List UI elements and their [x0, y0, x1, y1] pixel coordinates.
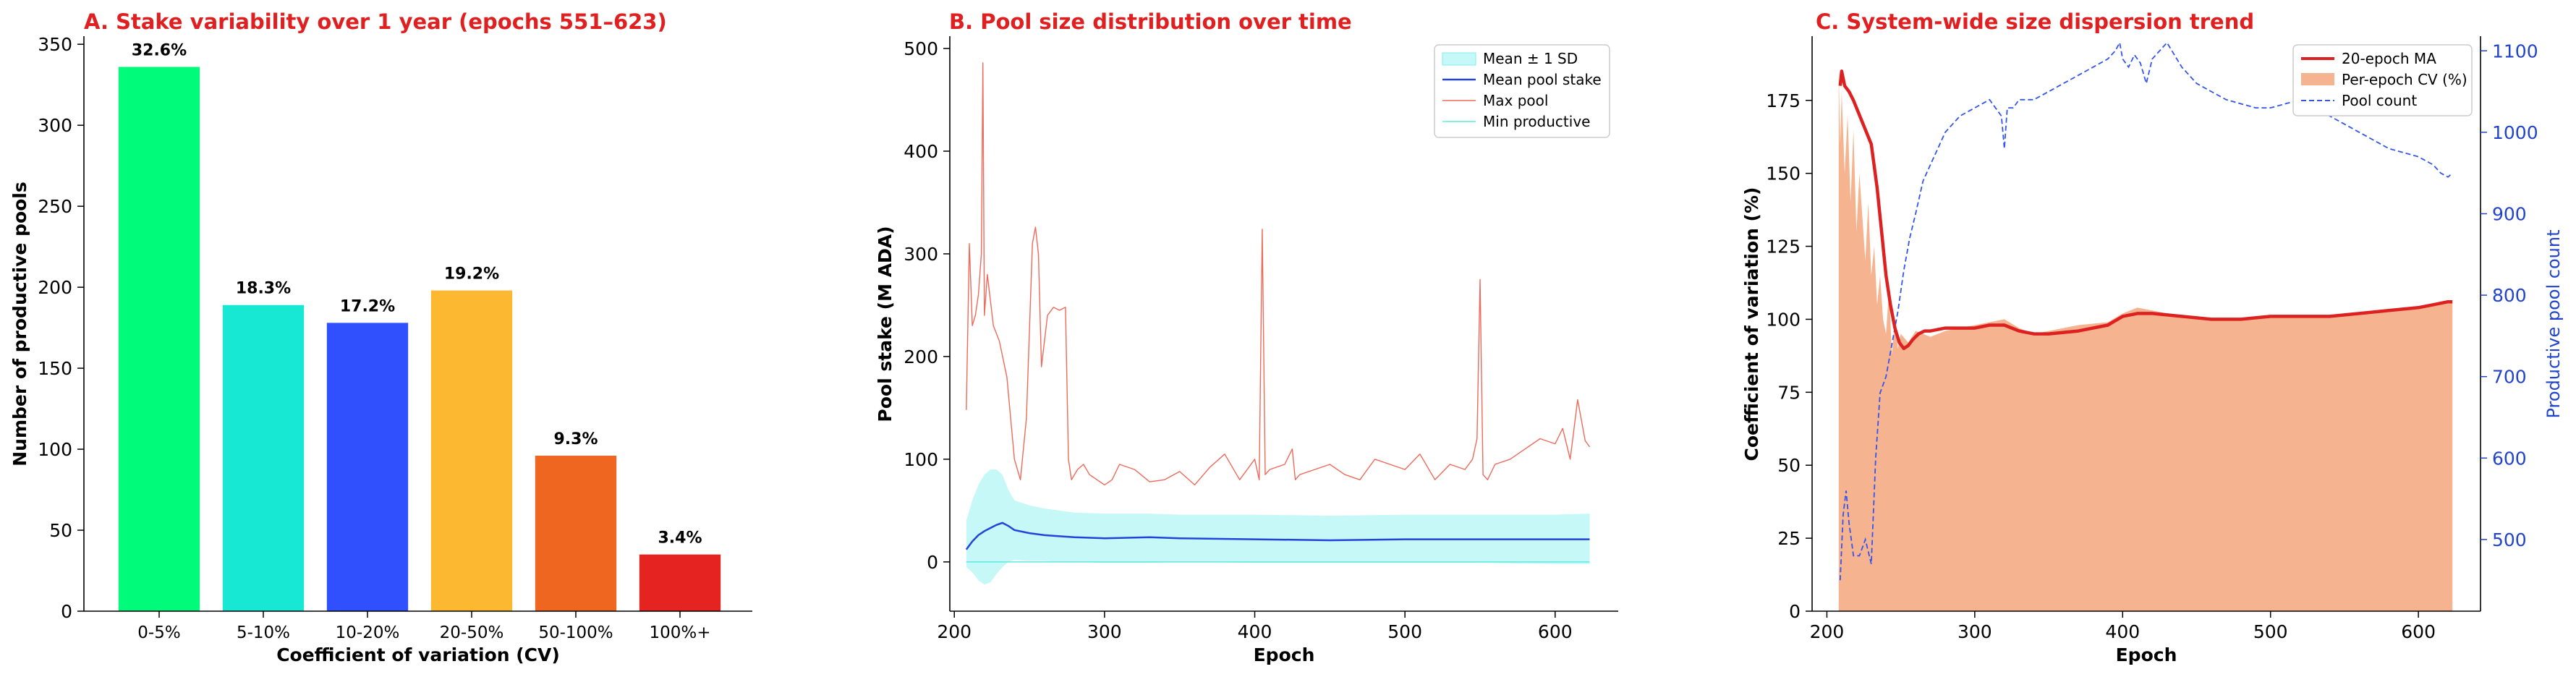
panel-a-x-ticks: 0-5% 5-10% 10-20% 20-50% 50-100% 100%+ — [137, 611, 711, 642]
y2-tick-label: 600 — [2492, 448, 2527, 469]
x-tick-label: 20-50% — [440, 623, 504, 642]
x-tick-label: 400 — [1238, 621, 1272, 642]
panel-c-legend-frame — [2292, 44, 2473, 116]
panel-a-y-axis-label: Number of productive pools — [9, 182, 30, 467]
panel-c-title: C. System-wide size dispersion trend — [1816, 9, 2254, 34]
y-tick-label: 100 — [1766, 309, 1801, 330]
y2-tick-label: 1000 — [2492, 122, 2538, 143]
legend-swatch-band — [1442, 52, 1476, 66]
panel-c-y-ticks: 0 25 50 75 100 125 150 175 — [1766, 90, 1812, 622]
y-tick-label: 50 — [49, 520, 72, 541]
per-epoch-cv-area — [1838, 71, 2453, 611]
y-tick-label: 300 — [38, 115, 72, 136]
y-tick-label: 0 — [61, 601, 72, 622]
y-tick-label: 100 — [38, 439, 72, 460]
ma-20-epoch-line — [1838, 69, 2453, 351]
y2-tick-label: 800 — [2492, 285, 2527, 306]
panel-b-legend-frame — [1434, 44, 1610, 138]
x-tick-label: 0-5% — [137, 623, 180, 642]
legend-label-pool-count: Pool count — [2342, 92, 2417, 109]
panel-b-plot-area — [965, 62, 1591, 585]
y-tick-label: 500 — [904, 38, 938, 59]
max-pool-line — [966, 62, 1591, 486]
panel-c-plot-area — [1838, 41, 2453, 611]
panel-b-y-ticks: 0 100 200 300 400 500 — [904, 38, 950, 573]
x-tick-label: 100%+ — [649, 623, 710, 642]
panel-a-y-ticks: 0 50 100 150 200 250 300 350 — [38, 34, 84, 622]
panel-c-area-chart: C. System-wide size dispersion trend 0 25… — [1741, 9, 2564, 665]
legend-label-max: Max pool — [1483, 92, 1548, 109]
y-tick-label: 150 — [38, 358, 72, 379]
panel-a-title: A. Stake variability over 1 year (epochs… — [84, 9, 667, 34]
y-tick-label: 25 — [1777, 528, 1801, 549]
panel-a-plot-area: 32.6% 18.3% 17.2% 19.2% 9.3% 3.4% — [118, 42, 721, 611]
panel-a-x-axis-label: Coefficient of variation (CV) — [276, 644, 560, 665]
y-tick-label: 0 — [927, 552, 938, 573]
bar-data-label: 19.2% — [444, 265, 499, 284]
y-tick-label: 300 — [904, 244, 938, 265]
x-tick-label: 300 — [1957, 621, 1992, 642]
legend-label-mean: Mean pool stake — [1483, 71, 1602, 88]
y-tick-label: 200 — [38, 277, 72, 298]
y-tick-label: 50 — [1777, 455, 1801, 476]
y2-tick-label: 900 — [2492, 203, 2527, 224]
legend-label-band: Mean ± 1 SD — [1483, 50, 1578, 67]
x-tick-label: 200 — [937, 621, 972, 642]
bar-100%+ — [639, 554, 721, 611]
y-tick-label: 150 — [1766, 163, 1801, 184]
legend-label-min: Min productive — [1483, 113, 1590, 130]
panel-a-bar-chart: A. Stake variability over 1 year (epochs… — [9, 9, 752, 665]
panel-c-y2-axis-label: Productive pool count — [2543, 230, 2564, 419]
mean-sd-band — [966, 469, 1590, 585]
panel-b-x-axis-label: Epoch — [1254, 644, 1315, 665]
y-tick-label: 350 — [38, 34, 72, 55]
y-tick-label: 100 — [904, 449, 938, 470]
bar-0-5% — [118, 67, 200, 611]
bar-data-label: 9.3% — [553, 430, 598, 448]
x-tick-label: 500 — [2253, 621, 2288, 642]
bar-data-label: 18.3% — [236, 280, 291, 298]
panel-b-title: B. Pool size distribution over time — [949, 9, 1352, 34]
panel-c-legend: 20-epoch MA Per-epoch CV (%) Pool count — [2292, 44, 2473, 116]
y2-tick-label: 1100 — [2492, 41, 2538, 61]
bar-data-label: 32.6% — [132, 42, 187, 60]
bar-50-100% — [535, 456, 617, 611]
bar-20-50% — [430, 290, 513, 611]
x-tick-label: 200 — [1810, 621, 1845, 642]
x-tick-label: 50-100% — [538, 623, 613, 642]
y2-tick-label: 500 — [2492, 529, 2527, 550]
x-tick-label: 500 — [1387, 621, 1422, 642]
legend-label-ma: 20-epoch MA — [2342, 50, 2436, 67]
bar-10-20% — [326, 323, 409, 611]
y-tick-label: 200 — [904, 346, 938, 367]
panel-b-y-axis-label: Pool stake (M ADA) — [875, 226, 896, 422]
panel-c-y2-ticks: 500 600 700 800 900 1000 1100 — [2481, 41, 2538, 550]
panel-c-x-axis-label: Epoch — [2116, 644, 2177, 665]
legend-swatch-cv — [2301, 73, 2334, 85]
y-tick-label: 125 — [1766, 237, 1801, 257]
y-tick-label: 75 — [1777, 382, 1801, 403]
y-tick-label: 400 — [904, 141, 938, 162]
x-tick-label: 10-20% — [336, 623, 400, 642]
panel-b-legend: Mean ± 1 SD Mean pool stake Max pool Min… — [1434, 44, 1610, 138]
panel-b-x-ticks: 200 300 400 500 600 — [937, 611, 1573, 642]
legend-label-cv: Per-epoch CV (%) — [2342, 71, 2467, 88]
panel-b-line-chart: B. Pool size distribution over time 0 100… — [875, 9, 1618, 665]
bar-data-label: 3.4% — [658, 529, 702, 548]
y-tick-label: 175 — [1766, 90, 1801, 111]
panel-c-y-axis-label: Coefficient of variation (%) — [1741, 187, 1762, 461]
x-tick-label: 300 — [1087, 621, 1122, 642]
bar-5-10% — [222, 305, 305, 611]
x-tick-label: 5-10% — [237, 623, 290, 642]
x-tick-label: 400 — [2105, 621, 2140, 642]
y-tick-label: 0 — [1789, 601, 1801, 622]
x-tick-label: 600 — [1538, 621, 1573, 642]
bar-data-label: 17.2% — [340, 297, 395, 315]
y-tick-label: 250 — [38, 196, 72, 217]
mean-pool-stake-line — [965, 521, 1590, 550]
panel-c-x-ticks: 200 300 400 500 600 — [1810, 611, 2436, 642]
y2-tick-label: 700 — [2492, 367, 2527, 388]
x-tick-label: 600 — [2401, 621, 2436, 642]
